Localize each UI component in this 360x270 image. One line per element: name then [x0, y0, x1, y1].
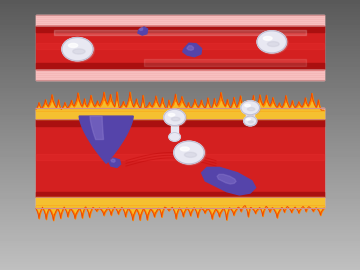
Circle shape — [241, 101, 260, 115]
Circle shape — [164, 109, 185, 126]
Circle shape — [62, 38, 93, 61]
Circle shape — [257, 31, 287, 53]
Polygon shape — [183, 43, 202, 57]
Polygon shape — [139, 28, 143, 31]
Ellipse shape — [73, 49, 85, 54]
Polygon shape — [138, 27, 148, 35]
Ellipse shape — [62, 38, 94, 62]
Ellipse shape — [164, 109, 186, 126]
Ellipse shape — [263, 36, 272, 40]
Ellipse shape — [267, 42, 279, 46]
Ellipse shape — [180, 147, 189, 151]
Polygon shape — [111, 159, 115, 162]
Ellipse shape — [171, 117, 180, 121]
Polygon shape — [187, 46, 194, 50]
Polygon shape — [109, 158, 121, 167]
Ellipse shape — [248, 121, 253, 123]
Ellipse shape — [168, 113, 175, 116]
Circle shape — [174, 141, 204, 164]
Polygon shape — [90, 116, 104, 140]
Circle shape — [169, 133, 180, 141]
Ellipse shape — [68, 43, 78, 48]
Polygon shape — [217, 174, 236, 184]
Polygon shape — [79, 116, 133, 163]
Circle shape — [244, 116, 257, 126]
Ellipse shape — [241, 101, 261, 116]
Ellipse shape — [174, 141, 206, 165]
Ellipse shape — [257, 31, 288, 54]
Ellipse shape — [247, 119, 250, 120]
Ellipse shape — [245, 104, 251, 107]
Ellipse shape — [184, 152, 197, 157]
Ellipse shape — [244, 116, 257, 126]
Polygon shape — [202, 167, 256, 195]
Ellipse shape — [247, 107, 255, 111]
